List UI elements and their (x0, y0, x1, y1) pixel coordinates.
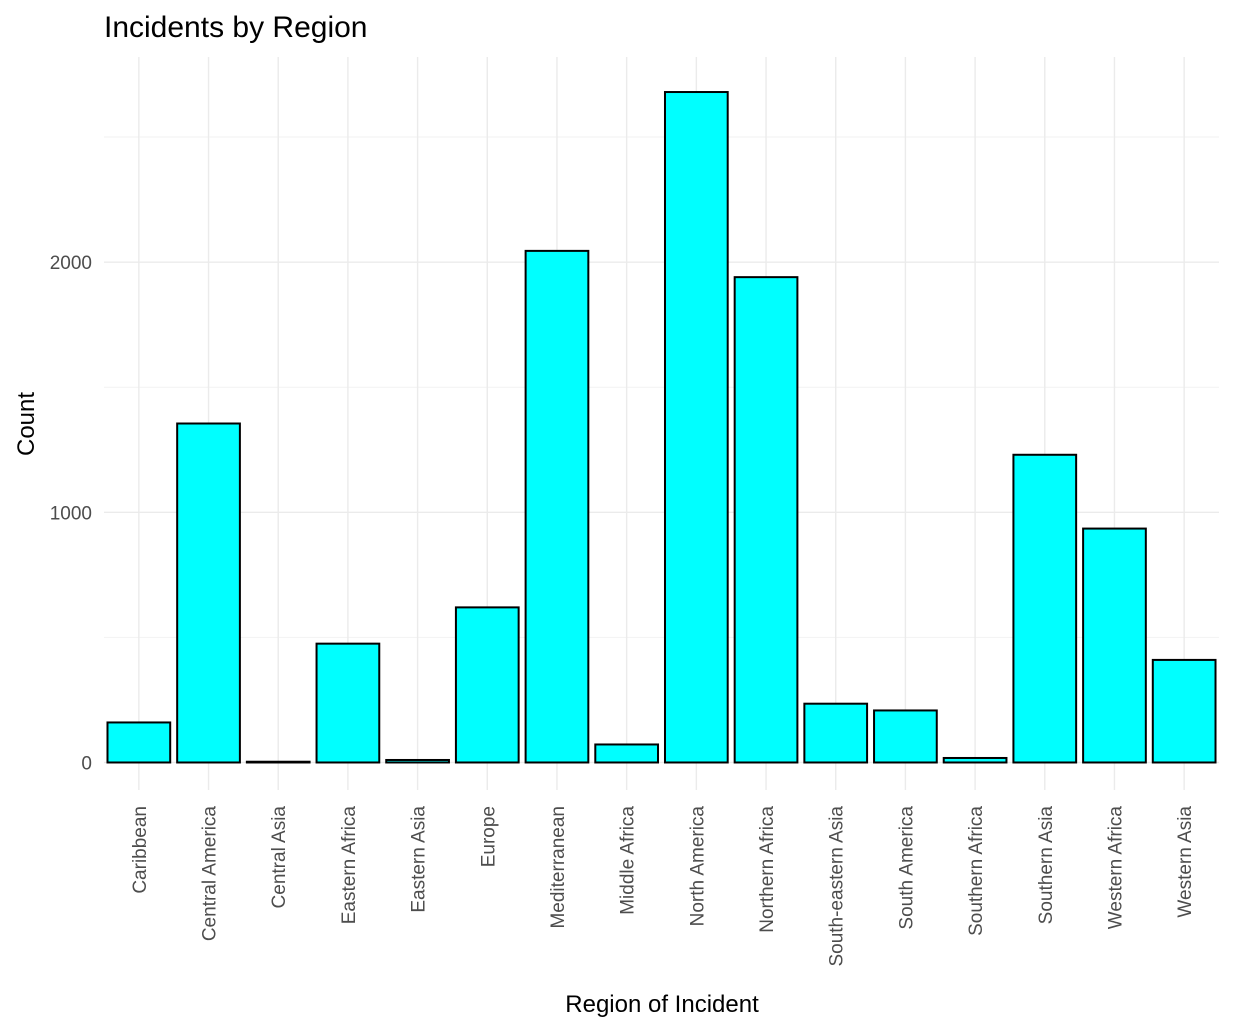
bar-europe (454, 606, 520, 764)
x-tick-label: Southern Africa (966, 806, 987, 936)
bar-caribbean (106, 721, 172, 764)
x-tick-label: Eastern Asia (409, 806, 430, 913)
bar-middle-africa (594, 743, 660, 764)
y-tick-label: 1000 (50, 503, 92, 524)
x-tick-label: Western Asia (1175, 806, 1196, 918)
x-tick-label: South-eastern Asia (827, 806, 848, 967)
x-tick-label: Central Asia (269, 806, 290, 909)
bar-mediterranean (524, 249, 590, 764)
y-axis-title: Count (13, 392, 40, 456)
bar-south-america (873, 709, 938, 764)
y-tick-label: 2000 (50, 253, 92, 274)
x-tick-label: North America (687, 806, 708, 927)
x-tick-label: Middle Africa (618, 806, 639, 915)
bars (106, 91, 1217, 764)
y-axis-tick-labels: 0 1000 2000 (50, 253, 92, 774)
bar-western-africa (1082, 527, 1147, 764)
x-tick-label: South America (896, 806, 917, 930)
x-tick-label: Europe (478, 806, 499, 867)
bar-eastern-asia (385, 758, 450, 764)
bar-south-eastern-asia (803, 702, 869, 764)
x-tick-label: Central America (200, 806, 221, 942)
x-tick-label: Western Africa (1105, 806, 1126, 930)
x-axis-title: Region of Incident (565, 991, 759, 1018)
bar-western-asia (1151, 658, 1217, 764)
x-tick-label: Caribbean (130, 806, 151, 894)
bar-north-america (663, 91, 729, 764)
chart-title: Incidents by Region (104, 11, 368, 44)
x-tick-label: Mediterranean (548, 806, 569, 929)
bar-southern-asia (1012, 453, 1078, 764)
bar-northern-africa (733, 276, 799, 764)
x-axis-tick-labels: Caribbean Central America Central Asia East… (130, 806, 1196, 967)
bar-central-america (176, 422, 241, 764)
y-tick-label: 0 (81, 753, 92, 774)
x-tick-label: Northern Africa (757, 806, 778, 933)
x-tick-label: Southern Asia (1036, 806, 1057, 925)
x-tick-label: Eastern Africa (339, 806, 360, 925)
bar-southern-africa (942, 756, 1008, 764)
bar-eastern-africa (315, 642, 381, 764)
bar-central-asia (245, 760, 311, 764)
